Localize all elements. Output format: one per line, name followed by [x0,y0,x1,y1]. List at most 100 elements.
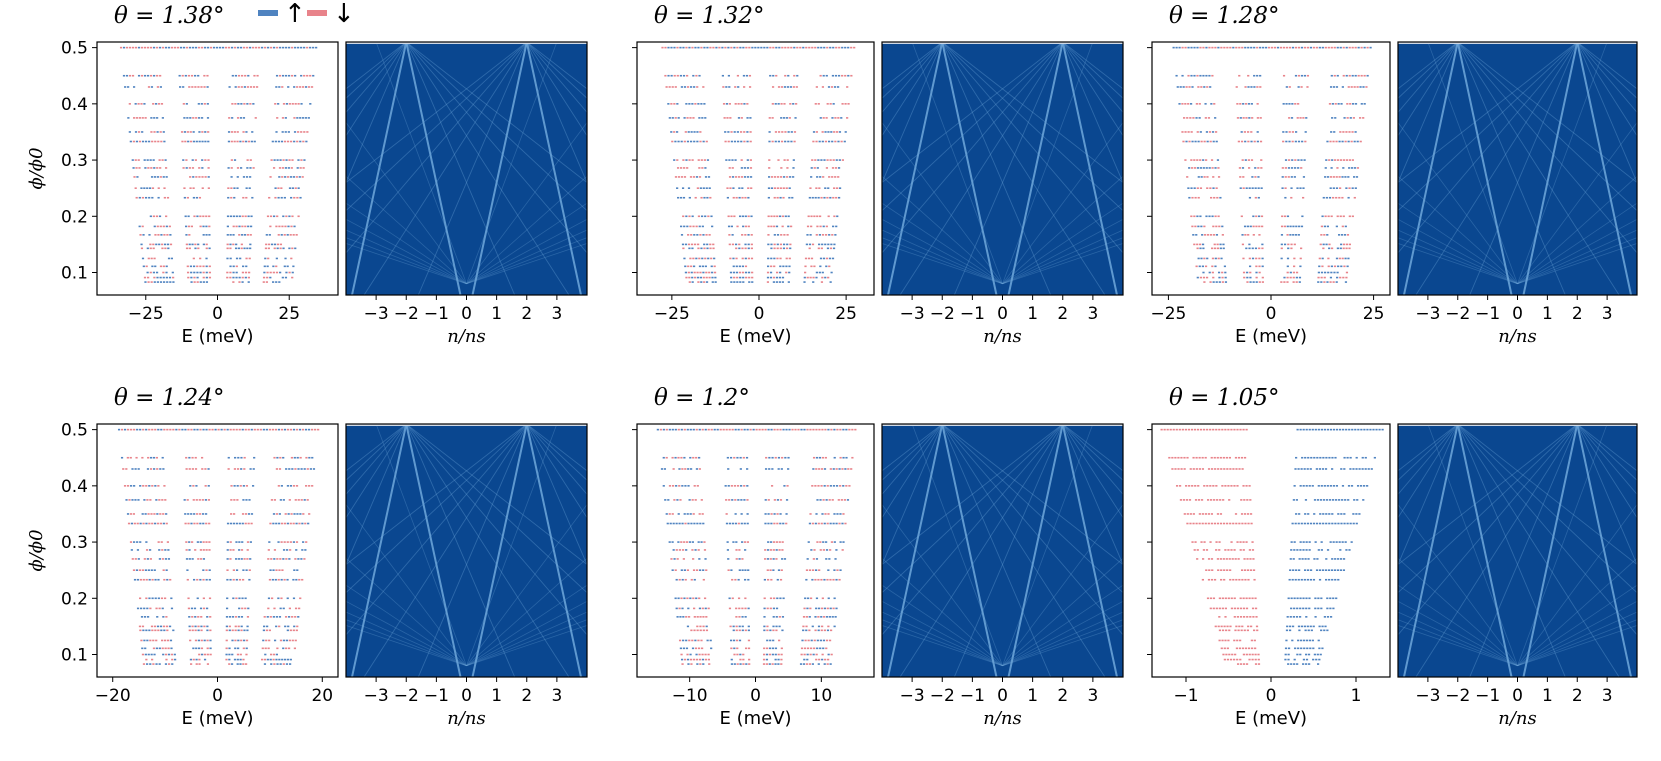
spectrum-point [687,468,690,470]
spectrum-point [766,629,769,632]
spectrum-point [1166,428,1169,431]
panel-2: θ = 1.32°−25 0 25E (meV)−3 −2 −1 0 1 2 3n/ns [632,3,1124,347]
spectrum-point [780,653,783,656]
spectrum-point [1324,468,1328,470]
spectrum-point [1352,513,1355,515]
panel-6: θ = 1.05°−1 0 1E (meV)−3 −2 −1 0 1 2 3n/ns [1147,385,1638,729]
spectrum-point [709,196,712,199]
spectrum-point [1286,271,1289,274]
spectrum-point [283,428,287,431]
spectrum-point [817,663,820,665]
spectrum-point [131,159,134,161]
fan-line [466,557,587,667]
spectrum-point [161,159,164,161]
spectrum-point [290,257,293,260]
spectrum-point [747,625,750,628]
spectrum-point [282,663,285,665]
spectrum-point [1329,597,1332,600]
spectrum-point [779,247,782,250]
spectrum-point [208,522,211,525]
density-map: −3 −2 −1 0 1 2 3n/ns [1397,41,1638,347]
spectrum-point [304,86,308,88]
fan-line [1007,42,1064,295]
spectrum-point [299,196,302,199]
spectrum-point [755,428,758,431]
spectrum-point [1285,131,1288,133]
spectrum-point [1239,103,1242,105]
spectrum-point [136,428,139,431]
spectrum-point [1256,46,1259,49]
fan-line [1398,42,1459,99]
spectrum-point [705,140,708,143]
spectrum-point [291,46,294,49]
spectrum-point [661,46,664,49]
spectrum-point [1237,140,1240,143]
spectrum-point [682,215,685,218]
spectrum-point [771,86,775,88]
spectrum-point [229,215,233,218]
spectrum-point [248,578,251,581]
spectrum-point [687,663,690,665]
spectrum-point [811,578,814,581]
spectrum-point [303,159,306,161]
spectrum-point [238,522,241,525]
spectrum-point [168,663,171,665]
fan-line [882,424,943,472]
spectrum-point [687,271,690,274]
spectrum-point [836,428,839,431]
spectrum-point [165,569,168,571]
spectrum-point [708,271,711,274]
fan-line [882,424,1064,594]
spectrum-point [1194,140,1197,143]
spectrum-point [1199,167,1202,169]
spectrum-point [1183,468,1186,470]
spectrum-point [806,653,809,656]
spectrum-point [1336,46,1339,49]
fan-line [882,611,1003,667]
spectrum-point [773,513,776,515]
spectrum-point [288,607,292,610]
fan-line [405,42,587,254]
spectrum-point [1237,456,1241,459]
spectrum-point [293,513,296,515]
spectrum-point [197,247,200,250]
spectrum-point [293,569,296,571]
spectrum-point [829,468,832,470]
spectrum-point [729,187,732,189]
spectrum-point [775,549,778,551]
spectrum-point [1366,428,1369,431]
spectrum-point [719,428,722,431]
spectrum-point [199,549,203,551]
spectrum-point [1358,117,1362,119]
spectrum-point [152,663,155,665]
spectrum-point [162,616,165,618]
spectrum-point [827,215,830,218]
spectrum-point [145,629,148,632]
spectrum-point [692,658,696,661]
spectrum-point [1226,468,1229,470]
spectrum-point [1201,265,1204,268]
spectrum-point [190,225,194,228]
spectrum-point [166,428,169,431]
spectrum-point [1306,468,1309,470]
spectrum-point [770,578,773,581]
spectrum-point [1216,558,1220,560]
spectrum-point [205,257,208,260]
spectrum-point [809,428,812,431]
spectrum-point [249,541,252,543]
spectrum-point [267,597,271,600]
spectrum-point [283,658,287,661]
spectrum-point [1163,428,1166,431]
spectrum-point [702,629,705,632]
spectrum-point [191,616,194,618]
spectrum-point [683,140,686,143]
spectrum-point [681,468,684,470]
spectrum-point [240,549,244,551]
spectrum-point [1190,46,1193,49]
spectrum-point [290,513,293,515]
spectrum-point [1298,281,1301,283]
spectrum-point [1317,639,1320,642]
spectrum-point [138,167,141,169]
spectrum-point [1285,639,1288,642]
